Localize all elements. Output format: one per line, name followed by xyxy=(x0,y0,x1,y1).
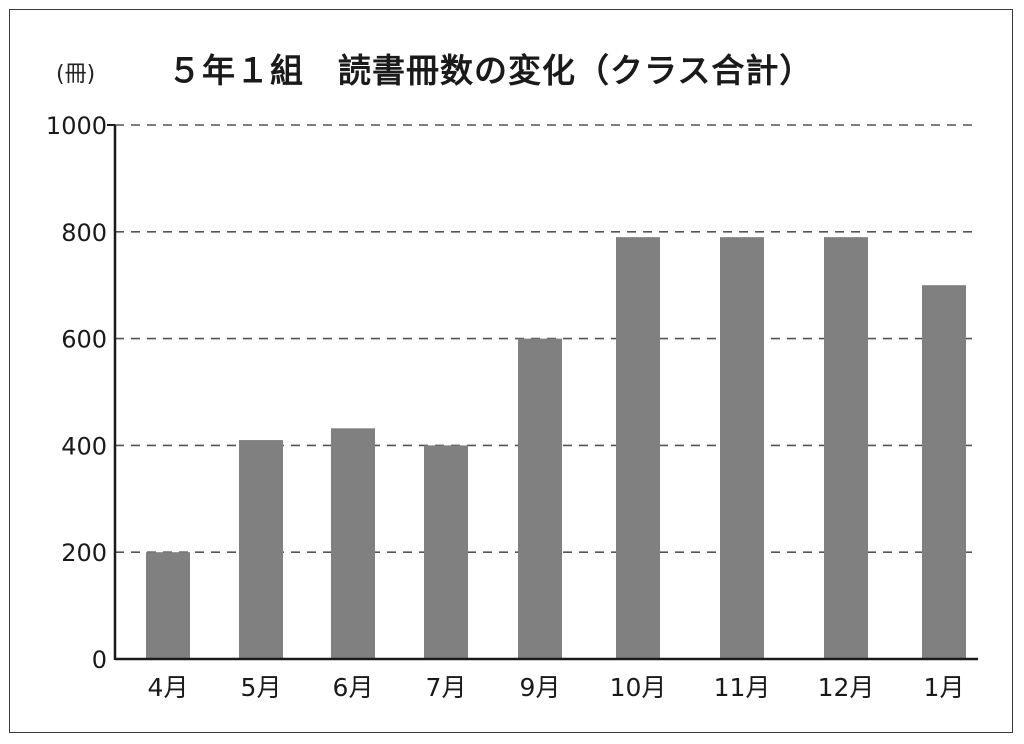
bar-1月 xyxy=(922,285,966,659)
x-tick-label: 6月 xyxy=(333,673,374,702)
bar-4月 xyxy=(146,552,190,659)
x-tick-label: 4月 xyxy=(148,673,189,702)
x-tick-label: 5月 xyxy=(241,673,282,702)
x-tick-label: 1月 xyxy=(924,673,965,702)
y-tick-label: 1000 xyxy=(46,112,107,140)
axes xyxy=(107,124,978,661)
x-tick-label: 10月 xyxy=(610,673,667,702)
x-tick-label: 11月 xyxy=(714,673,771,702)
bars xyxy=(146,237,966,659)
y-tick-label: 400 xyxy=(61,432,107,460)
y-tick-label: 200 xyxy=(61,539,107,567)
y-unit-label: (冊) xyxy=(56,62,96,87)
bar-9月 xyxy=(518,338,562,659)
y-tick-label: 800 xyxy=(61,219,107,247)
chart-title: ５年１組 読書冊数の変化（クラス合計） xyxy=(168,51,814,90)
x-tick-label: 9月 xyxy=(520,673,561,702)
bar-7月 xyxy=(424,445,468,659)
y-tick-label: 0 xyxy=(92,646,107,674)
tick-labels: 0 200 400 600 800 1000 4月 5月 6月 7月 9月 10月 11月 12月 1月 xyxy=(46,112,965,702)
y-tick-label: 600 xyxy=(61,326,107,354)
bar-6月 xyxy=(331,428,375,659)
bar-12月 xyxy=(824,237,868,659)
x-tick-label: 12月 xyxy=(818,673,875,702)
bar-5月 xyxy=(239,440,283,659)
x-tick-label: 7月 xyxy=(426,673,467,702)
bar-10月 xyxy=(616,237,660,659)
bar-11月 xyxy=(720,237,764,659)
